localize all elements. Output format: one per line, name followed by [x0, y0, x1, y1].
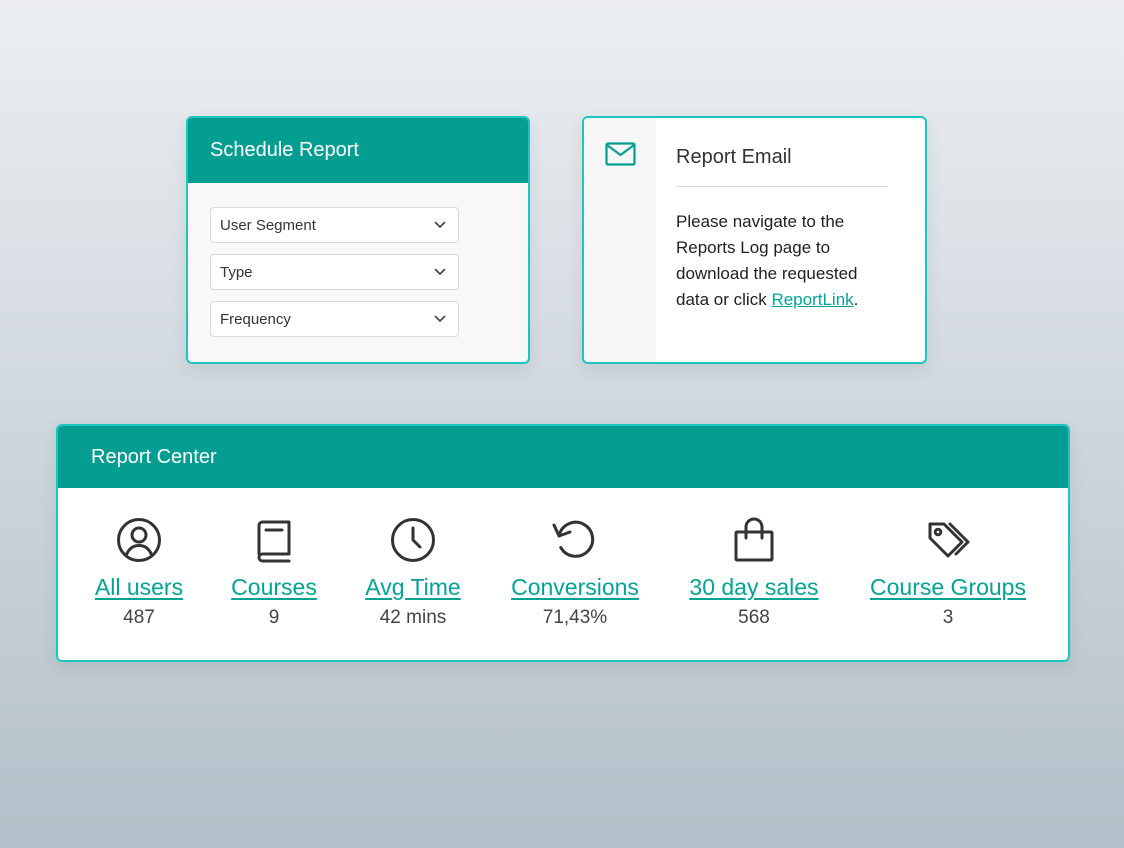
report-center-header: Report Center — [58, 426, 1068, 488]
report-center-title: Report Center — [91, 445, 217, 468]
user-segment-select-value: User Segment — [220, 216, 316, 234]
report-email-message: Please navigate to the Reports Log page … — [676, 209, 888, 313]
clock-icon — [391, 518, 435, 562]
stat-label-avg-time[interactable]: Avg Time — [365, 574, 461, 600]
chevron-down-icon — [434, 221, 446, 228]
chevron-down-icon — [434, 315, 446, 322]
stat-label-30-day-sales[interactable]: 30 day sales — [689, 574, 819, 600]
schedule-report-card: Schedule Report User Segment Type Freque… — [186, 116, 530, 364]
report-email-content: Report Email Please navigate to the Repo… — [656, 118, 888, 362]
book-icon — [257, 520, 291, 563]
report-center-stats: All users 487 Courses 9 Avg Time 42 mins — [58, 488, 1068, 660]
report-center-card: Report Center All users 487 Courses 9 — [56, 424, 1070, 662]
stat-course-groups: Course Groups 3 — [848, 516, 1048, 629]
chevron-down-icon — [434, 268, 446, 275]
schedule-report-header: Schedule Report — [188, 118, 528, 183]
schedule-report-body: User Segment Type Frequency — [188, 183, 528, 337]
stat-value-avg-time: 42 mins — [379, 607, 447, 628]
stat-value-courses: 9 — [268, 607, 280, 628]
stat-label-course-groups[interactable]: Course Groups — [870, 574, 1026, 600]
stat-value-all-users: 487 — [123, 607, 155, 628]
refresh-icon — [552, 520, 595, 558]
stat-value-conversions: 71,43% — [542, 607, 608, 628]
stat-all-users: All users 487 — [58, 516, 239, 629]
report-link[interactable]: ReportLink — [771, 290, 854, 309]
report-email-card: Report Email Please navigate to the Repo… — [582, 116, 927, 364]
frequency-select[interactable]: Frequency — [210, 301, 459, 337]
mail-icon — [605, 142, 636, 166]
stat-label-all-users[interactable]: All users — [94, 574, 184, 600]
user-segment-select[interactable]: User Segment — [210, 207, 459, 243]
stat-courses: Courses 9 — [174, 516, 374, 629]
frequency-select-value: Frequency — [220, 310, 291, 328]
tags-icon — [928, 522, 970, 558]
report-email-text-end: . — [853, 290, 859, 309]
stat-30-day-sales: 30 day sales 568 — [654, 516, 854, 629]
report-email-text: Please navigate to the Reports Log page … — [676, 212, 858, 309]
schedule-report-title: Schedule Report — [210, 139, 359, 161]
stat-value-30-day-sales: 568 — [738, 607, 770, 628]
report-email-sidebar — [584, 118, 656, 362]
type-select[interactable]: Type — [210, 254, 459, 290]
stat-label-courses[interactable]: Courses — [231, 574, 317, 600]
stat-avg-time: Avg Time 42 mins — [313, 516, 513, 629]
stat-value-course-groups: 3 — [942, 607, 954, 628]
stat-conversions: Conversions 71,43% — [475, 516, 675, 629]
report-email-title: Report Email — [676, 146, 888, 187]
shopping-bag-icon — [734, 517, 774, 562]
user-circle-icon — [117, 518, 161, 562]
stat-label-conversions[interactable]: Conversions — [511, 574, 639, 600]
type-select-value: Type — [220, 263, 253, 281]
